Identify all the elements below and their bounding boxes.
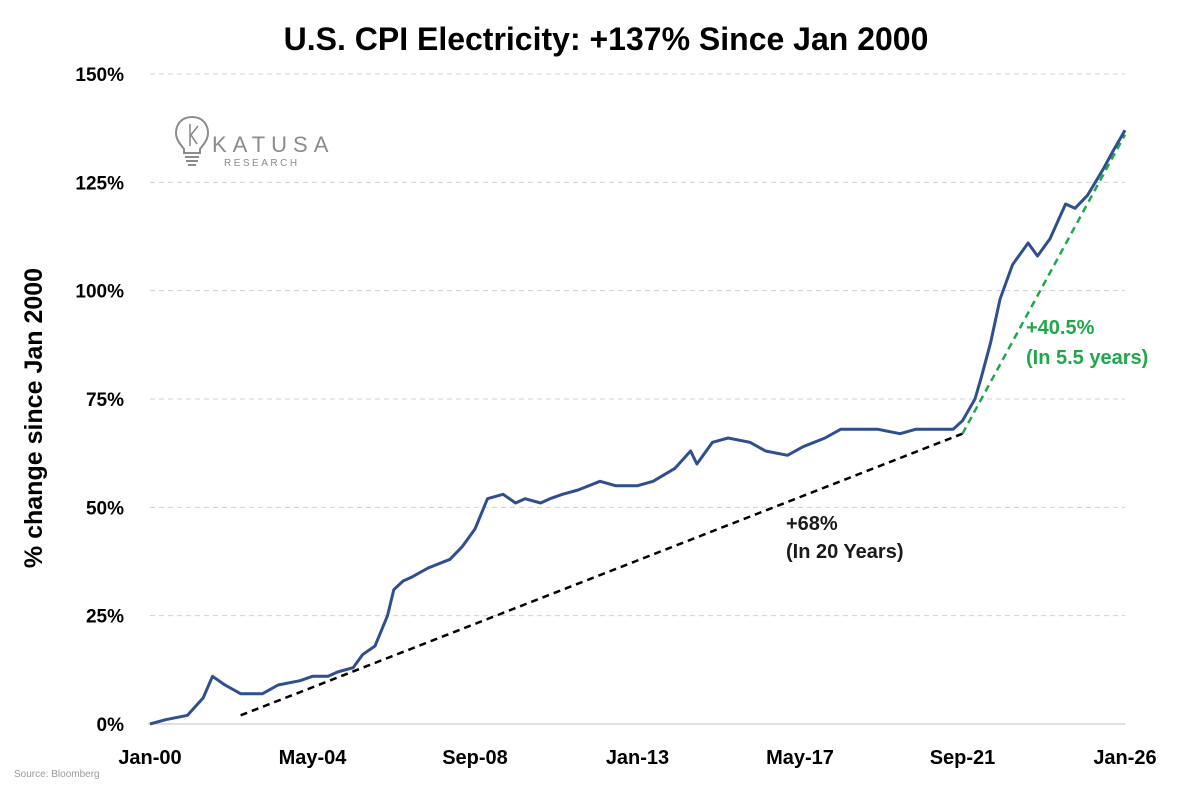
annotation-68-line1: +68%	[786, 513, 838, 535]
x-tick-label: May-17	[766, 747, 834, 769]
annotation-68-line2: (In 20 Years)	[786, 541, 903, 563]
y-tick-label: 100%	[75, 282, 124, 303]
y-tick-label: 75%	[86, 390, 124, 411]
trendline-1	[240, 432, 963, 717]
x-tick-label: May-04	[279, 747, 348, 769]
y-tick-label: 125%	[75, 173, 124, 194]
y-tick-label: 25%	[86, 607, 124, 628]
x-tick-label: Jan-13	[606, 747, 669, 769]
trendlines	[240, 134, 1127, 717]
x-tick-label: Sep-08	[442, 747, 508, 769]
trendline-2	[961, 134, 1127, 435]
y-tick-label: 150%	[75, 65, 124, 86]
series-line-cpi-electricity	[149, 129, 1127, 726]
y-tick-label: 0%	[97, 715, 125, 736]
annotation-40-5-line2: (In 5.5 years)	[1026, 347, 1148, 369]
x-tick-label: Jan-00	[118, 747, 181, 769]
y-axis-label: % change since Jan 2000	[20, 268, 48, 568]
chart-title: U.S. CPI Electricity: +137% Since Jan 20…	[284, 21, 929, 57]
logo-name: KATUSA	[212, 132, 334, 157]
y-axis-ticks: 0% 25% 50% 75% 100% 125% 150%	[75, 65, 124, 736]
y-tick-label: 50%	[86, 498, 124, 519]
lightbulb-icon	[174, 115, 210, 166]
annotation-68: +68% (In 20 Years)	[786, 513, 903, 563]
x-tick-label: Jan-26	[1093, 747, 1156, 769]
source-note: Source: Bloomberg	[14, 769, 100, 780]
annotation-40-5: +40.5% (In 5.5 years)	[1026, 317, 1148, 369]
katusa-logo: KATUSA RESEARCH	[174, 115, 334, 169]
gridlines	[150, 73, 1125, 617]
x-tick-label: Sep-21	[930, 747, 996, 769]
annotation-40-5-line1: +40.5%	[1026, 317, 1095, 339]
x-axis-ticks: Jan-00 May-04 Sep-08 Jan-13 May-17 Sep-21 Jan-…	[118, 747, 1156, 769]
logo-subtitle: RESEARCH	[224, 158, 300, 169]
